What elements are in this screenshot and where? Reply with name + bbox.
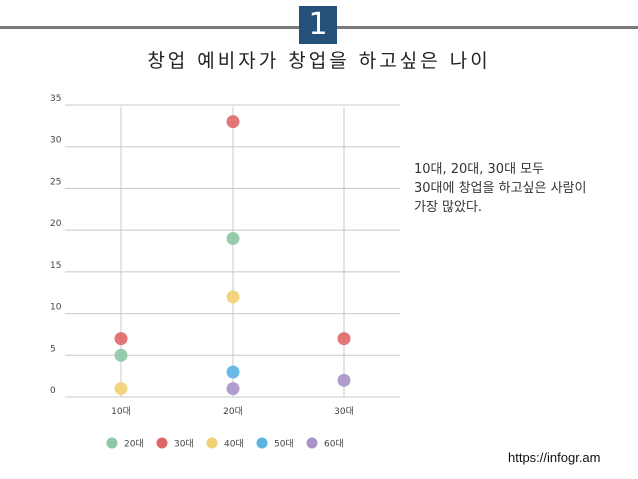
y-tick-label: 30 xyxy=(50,136,62,146)
note-line: 30대에 창업을 하고싶은 사람이 xyxy=(414,181,587,196)
x-tick-label: 10대 xyxy=(111,406,131,417)
slide-number-badge: 1 xyxy=(299,6,337,44)
y-tick-label: 35 xyxy=(50,94,61,104)
y-tick-label: 5 xyxy=(50,344,56,354)
y-tick-label: 25 xyxy=(50,177,61,187)
note-line: 10대, 20대, 30대 모두 xyxy=(414,162,545,177)
data-point xyxy=(226,231,240,245)
data-point xyxy=(114,382,128,396)
y-tick-label: 15 xyxy=(50,261,61,271)
data-point xyxy=(337,332,351,346)
legend-marker xyxy=(106,437,118,449)
chart-note: 10대, 20대, 30대 모두 30대에 창업을 하고싶은 사람이 가장 많았… xyxy=(414,160,634,217)
y-tick-label: 20 xyxy=(50,219,62,229)
data-point xyxy=(114,332,128,346)
data-point xyxy=(226,365,240,379)
y-tick-label: 10 xyxy=(50,303,62,313)
legend-marker xyxy=(156,437,168,449)
data-point xyxy=(337,373,351,387)
y-tick-label: 0 xyxy=(50,386,56,396)
legend-label: 30대 xyxy=(174,439,194,450)
data-point xyxy=(114,348,128,362)
data-point xyxy=(226,115,240,129)
source-link[interactable]: https://infogr.am xyxy=(508,450,601,465)
legend-marker xyxy=(206,437,218,449)
legend-label: 60대 xyxy=(324,439,344,450)
legend-label: 40대 xyxy=(224,439,244,450)
legend-label: 20대 xyxy=(124,439,144,450)
legend-label: 50대 xyxy=(274,439,294,450)
legend-marker xyxy=(306,437,318,449)
x-tick-label: 30대 xyxy=(334,406,354,417)
data-point xyxy=(226,290,240,304)
data-point xyxy=(226,382,240,396)
slide-title: 창업 예비자가 창업을 하고싶은 나이 xyxy=(147,50,491,72)
note-line: 가장 많았다. xyxy=(414,200,483,215)
x-tick-label: 20대 xyxy=(223,406,243,417)
legend-marker xyxy=(256,437,268,449)
